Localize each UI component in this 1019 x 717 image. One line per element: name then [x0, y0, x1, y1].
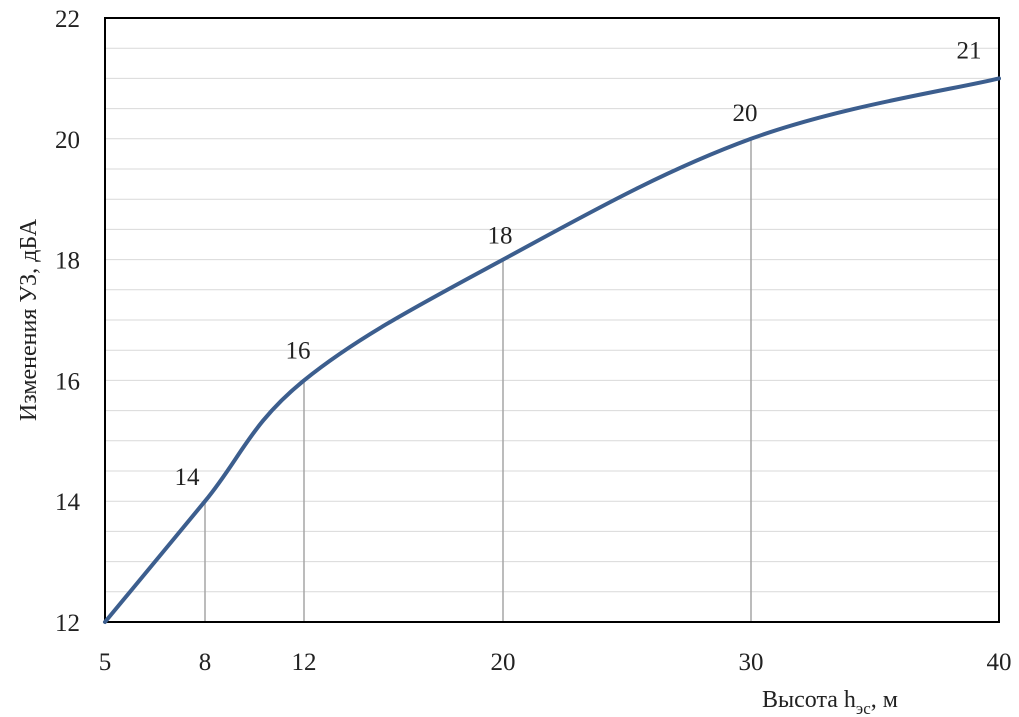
x-axis-ticks: 5 8 12 20 30 40 [99, 649, 1012, 676]
x-tick-label: 8 [199, 649, 212, 676]
data-label: 20 [733, 100, 758, 127]
x-tick-label: 5 [99, 649, 112, 676]
y-axis-ticks: 12 14 16 18 20 22 [55, 6, 81, 637]
data-label: 14 [175, 464, 201, 491]
y-tick-label: 22 [55, 6, 80, 33]
plot-frame [104, 17, 1000, 623]
x-axis-title: Высота hэс, м [762, 687, 898, 717]
grid-lines [105, 47, 999, 593]
y-tick-label: 18 [55, 248, 80, 275]
data-label: 18 [488, 223, 513, 250]
x-axis-title-unit: , м [871, 687, 898, 713]
series-line [103, 76, 1001, 624]
data-labels: 14 16 18 20 21 [175, 37, 982, 491]
x-axis-title-main: Высота h [762, 687, 856, 713]
y-tick-label: 12 [55, 610, 80, 637]
y-tick-label: 20 [55, 127, 80, 154]
x-tick-label: 12 [292, 649, 317, 676]
data-label: 21 [957, 37, 982, 64]
data-label: 16 [286, 337, 311, 364]
y-tick-label: 16 [55, 368, 80, 395]
x-axis-title-subscript: эс [856, 699, 871, 717]
x-tick-label: 30 [739, 649, 764, 676]
y-axis-title: Изменения УЗ, дБА [16, 218, 42, 421]
y-tick-label: 14 [55, 489, 81, 516]
x-tick-label: 20 [491, 649, 516, 676]
x-tick-label: 40 [987, 649, 1012, 676]
